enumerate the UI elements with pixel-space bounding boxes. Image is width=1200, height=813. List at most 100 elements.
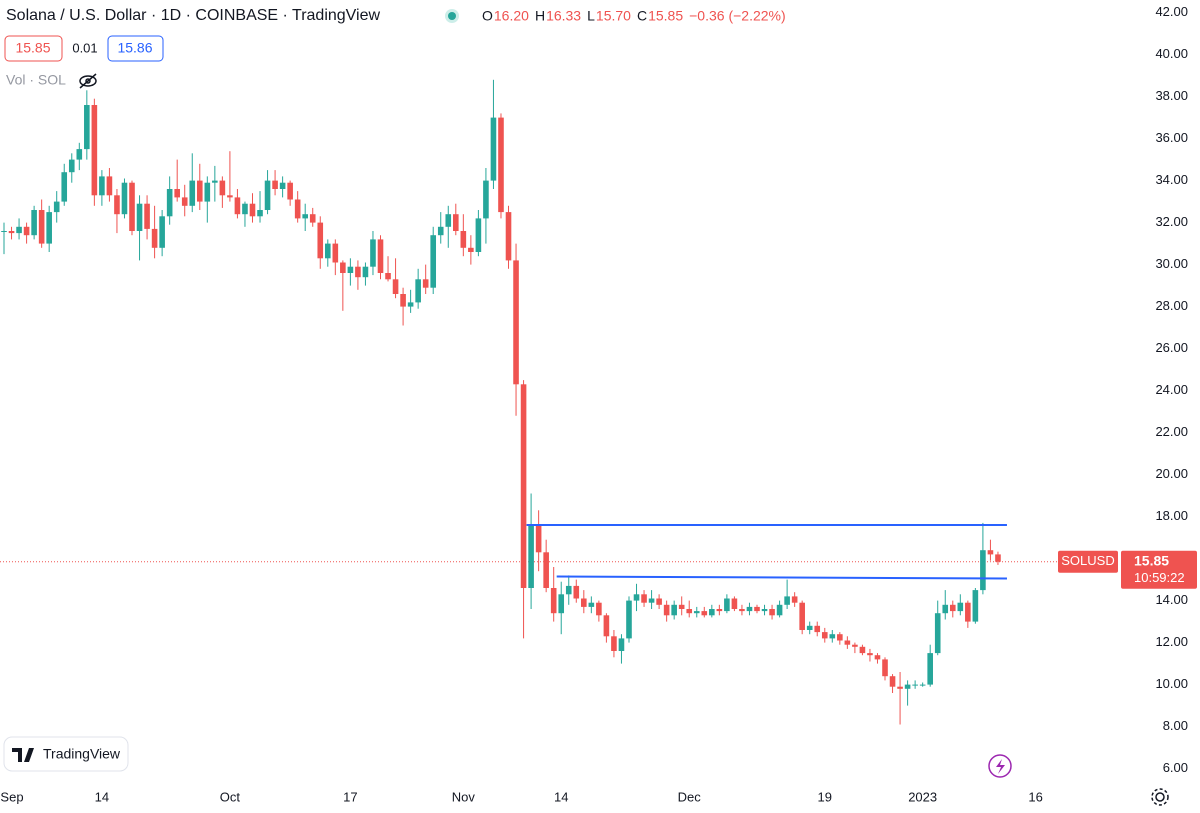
candle-body bbox=[513, 260, 519, 385]
candle-body bbox=[859, 646, 866, 654]
symbol: SOLUSD bbox=[1061, 553, 1114, 568]
candle-body bbox=[987, 550, 994, 555]
settings-icon[interactable] bbox=[1151, 788, 1169, 806]
candle-body bbox=[671, 604, 677, 616]
candle-body bbox=[528, 525, 534, 588]
candle-body bbox=[46, 212, 52, 244]
legend-value: 15.70 bbox=[596, 8, 631, 24]
x-tick-label: 14 bbox=[95, 789, 109, 804]
chart-title: Solana / U.S. Dollar · 1D · COINBASE · T… bbox=[6, 7, 381, 24]
y-tick-label: 14.00 bbox=[1155, 592, 1188, 607]
candle-body bbox=[1, 231, 7, 232]
candle-body bbox=[791, 596, 798, 603]
candle-body bbox=[829, 634, 836, 639]
candle-body bbox=[61, 172, 68, 202]
candle-body bbox=[648, 598, 655, 603]
plot-area bbox=[0, 79, 1118, 725]
candle-body bbox=[889, 676, 896, 687]
candle-body bbox=[99, 176, 105, 196]
candle-body bbox=[437, 226, 444, 236]
y-tick-label: 24.00 bbox=[1155, 382, 1188, 397]
bid: 15.85 bbox=[15, 40, 50, 56]
candle-body bbox=[68, 159, 75, 173]
y-tick-label: 8.00 bbox=[1163, 718, 1188, 733]
candle-body bbox=[121, 182, 128, 215]
candle-body bbox=[483, 180, 489, 219]
price-tag bbox=[1121, 550, 1197, 589]
candle-body bbox=[53, 201, 60, 213]
y-tick-label: 30.00 bbox=[1155, 256, 1188, 271]
candle-body bbox=[611, 636, 617, 651]
candle-body bbox=[272, 180, 278, 189]
y-tick-label: 20.00 bbox=[1155, 466, 1188, 481]
candle-body bbox=[31, 210, 37, 236]
candle-body bbox=[445, 214, 452, 227]
y-tick-label: 38.00 bbox=[1155, 88, 1188, 103]
candle-body bbox=[701, 611, 708, 616]
x-tick-label: 16 bbox=[1028, 789, 1042, 804]
y-tick-label: 40.00 bbox=[1155, 46, 1188, 61]
candle-body bbox=[294, 199, 301, 219]
candle-body bbox=[754, 606, 760, 612]
x-tick-label: Nov bbox=[452, 789, 476, 804]
candle-body bbox=[362, 266, 369, 278]
candle-body bbox=[249, 203, 256, 217]
y-tick-label: 10.00 bbox=[1155, 676, 1188, 691]
candle-body bbox=[965, 602, 971, 622]
candle-body bbox=[407, 302, 414, 307]
candle-body bbox=[204, 182, 211, 202]
candle-body bbox=[468, 247, 474, 252]
status-dot bbox=[448, 12, 456, 20]
alert-bolt bbox=[996, 759, 1005, 774]
candle-body bbox=[16, 226, 22, 234]
candle-body bbox=[716, 609, 723, 612]
volume-label: Vol · SOL bbox=[6, 72, 66, 88]
candle-body bbox=[114, 195, 120, 215]
candle-body bbox=[385, 273, 391, 280]
y-tick-label: 18.00 bbox=[1155, 508, 1188, 523]
candle-body bbox=[106, 176, 113, 196]
alert-icon[interactable] bbox=[988, 754, 1012, 778]
candle-body bbox=[995, 554, 1001, 562]
candle-body bbox=[776, 604, 783, 616]
candle-body bbox=[490, 117, 497, 181]
brand-badge[interactable] bbox=[3, 736, 129, 772]
ask-box[interactable] bbox=[107, 35, 164, 62]
candle-body bbox=[317, 222, 324, 259]
candle-body bbox=[430, 235, 437, 288]
candle-body bbox=[505, 212, 512, 261]
legend-key: O bbox=[482, 8, 493, 24]
hide-icon[interactable] bbox=[79, 73, 97, 89]
candle-body bbox=[874, 655, 881, 660]
candle-body bbox=[422, 279, 429, 288]
candle-body bbox=[136, 203, 143, 231]
candle-body bbox=[219, 180, 226, 196]
brand-logo bbox=[12, 748, 34, 762]
candle-body bbox=[174, 189, 180, 198]
horizontal-line bbox=[556, 575, 1007, 580]
legend-value: 16.20 bbox=[494, 8, 529, 24]
candle-body bbox=[332, 243, 339, 263]
y-tick-label: 26.00 bbox=[1155, 340, 1188, 355]
candle-body bbox=[867, 653, 873, 656]
candle-body bbox=[234, 197, 241, 215]
candle-body bbox=[76, 149, 83, 160]
candle-body bbox=[641, 594, 647, 603]
candle-body bbox=[558, 594, 565, 614]
candle-body bbox=[181, 197, 188, 206]
candle-body bbox=[821, 632, 828, 639]
candle-body bbox=[844, 640, 851, 645]
x-tick-label: Dec bbox=[678, 789, 702, 804]
candle-body bbox=[144, 203, 150, 229]
bid-box[interactable] bbox=[4, 35, 63, 62]
candle-body bbox=[799, 602, 805, 630]
legend-key: C bbox=[637, 8, 647, 24]
y-tick-label: 36.00 bbox=[1155, 130, 1188, 145]
x-tick-label: 2023 bbox=[908, 789, 937, 804]
candle-body bbox=[264, 180, 271, 210]
candle-body bbox=[151, 228, 158, 248]
candle-body bbox=[400, 294, 406, 307]
candle-body bbox=[806, 625, 813, 630]
